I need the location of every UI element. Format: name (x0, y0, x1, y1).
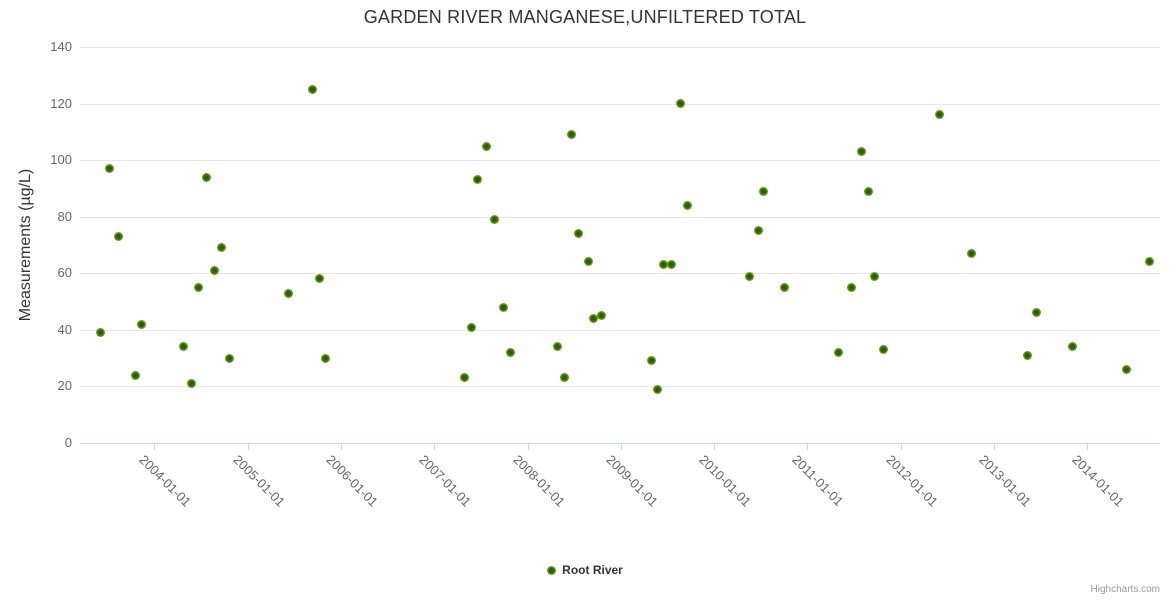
data-point[interactable] (1022, 350, 1032, 360)
data-point[interactable] (683, 200, 693, 210)
y-gridline (80, 47, 1160, 48)
data-point[interactable] (759, 186, 769, 196)
y-gridline (80, 160, 1160, 162)
legend-marker-icon (547, 565, 557, 575)
data-point[interactable] (321, 353, 331, 363)
data-point[interactable] (652, 384, 662, 394)
x-axis-tick (714, 444, 716, 450)
data-point[interactable] (482, 141, 492, 151)
data-point[interactable] (283, 288, 293, 298)
data-point[interactable] (505, 347, 515, 357)
x-axis-tick-label: 2009-01-01 (603, 452, 661, 510)
x-axis-tick (154, 444, 156, 450)
data-point[interactable] (659, 260, 669, 270)
x-axis-tick-label: 2006-01-01 (323, 452, 382, 510)
data-point[interactable] (315, 274, 325, 284)
x-axis-tick-label: 2005-01-01 (230, 452, 288, 510)
x-axis-tick-label: 2007-01-01 (416, 452, 475, 510)
data-point[interactable] (666, 260, 676, 270)
data-point[interactable] (552, 342, 562, 352)
data-point[interactable] (489, 215, 499, 225)
data-point[interactable] (308, 84, 318, 94)
x-axis-tick-label: 2011-01-01 (789, 452, 847, 509)
y-gridline (80, 386, 1160, 388)
data-point[interactable] (473, 175, 483, 185)
data-point[interactable] (187, 379, 197, 389)
x-axis-tick-label: 2013-01-01 (976, 452, 1035, 510)
x-axis-tick (807, 444, 809, 450)
data-point[interactable] (566, 130, 576, 140)
data-point[interactable] (95, 328, 105, 338)
data-point[interactable] (675, 99, 685, 109)
y-axis-tick-label: 60 (57, 265, 72, 281)
y-gridline (80, 216, 1160, 218)
data-point[interactable] (136, 319, 146, 329)
data-point[interactable] (1031, 308, 1041, 318)
y-axis-title: Measurements (µg/L) (17, 168, 34, 322)
data-point[interactable] (779, 282, 789, 292)
data-point[interactable] (863, 186, 873, 196)
x-axis-tick-label: 2008-01-01 (509, 452, 568, 510)
x-axis-tick (247, 444, 249, 450)
data-point[interactable] (966, 248, 976, 258)
data-point[interactable] (459, 373, 469, 383)
data-point[interactable] (1144, 257, 1154, 267)
data-point[interactable] (847, 282, 857, 292)
data-point[interactable] (646, 356, 656, 366)
x-axis-tick (527, 444, 529, 450)
data-point[interactable] (573, 229, 583, 239)
y-axis-tick-label: 140 (50, 39, 72, 54)
data-point[interactable] (753, 226, 763, 236)
data-point[interactable] (879, 345, 889, 355)
y-gridline (80, 103, 1160, 105)
data-point[interactable] (217, 243, 227, 253)
chart-title: GARDEN RIVER MANGANESE,UNFILTERED TOTAL (363, 7, 807, 27)
y-axis-tick-label: 100 (50, 152, 72, 168)
y-gridline (80, 329, 1160, 331)
data-point[interactable] (210, 265, 220, 275)
x-axis-tick (1087, 444, 1089, 450)
legend-label: Root River (562, 563, 623, 577)
legend-item-root-river[interactable]: Root River (0, 562, 1170, 578)
data-point[interactable] (202, 172, 212, 182)
data-point[interactable] (834, 347, 844, 357)
data-point[interactable] (1121, 364, 1131, 374)
x-axis-tick (434, 444, 436, 450)
y-axis-tick-label: 40 (57, 321, 72, 337)
data-point[interactable] (104, 164, 114, 174)
data-point[interactable] (131, 370, 141, 380)
data-point[interactable] (935, 110, 945, 120)
data-point[interactable] (856, 147, 866, 157)
x-axis-tick-label: 2012-01-01 (883, 452, 941, 510)
data-point[interactable] (560, 373, 570, 383)
data-point[interactable] (744, 271, 754, 281)
data-point[interactable] (178, 342, 188, 352)
y-axis-tick-label: 20 (57, 378, 72, 394)
x-axis-tick (994, 444, 996, 450)
data-point[interactable] (1067, 342, 1077, 352)
data-point[interactable] (870, 271, 880, 281)
data-point[interactable] (499, 302, 509, 312)
data-point[interactable] (193, 282, 203, 292)
x-axis-line (80, 443, 1160, 444)
y-gridline (80, 273, 1160, 275)
data-point[interactable] (583, 257, 593, 267)
x-axis-tick-label: 2004-01-01 (136, 452, 195, 510)
data-point[interactable] (114, 232, 124, 241)
y-axis-tick-label: 120 (50, 95, 72, 111)
x-axis-tick (340, 444, 342, 450)
x-axis-tick (900, 444, 902, 450)
data-point[interactable] (466, 322, 476, 332)
highcharts-credits-link[interactable]: Highcharts.com (1090, 584, 1160, 595)
data-point[interactable] (597, 311, 607, 321)
data-point[interactable] (224, 353, 234, 363)
x-axis-tick (620, 444, 622, 450)
x-axis-tick-label: 2010-01-01 (696, 452, 755, 510)
data-point[interactable] (589, 314, 599, 324)
y-axis-tick-label: 0 (64, 435, 72, 450)
x-axis-tick-label: 2014-01-01 (1069, 452, 1128, 510)
y-axis-tick-label: 80 (57, 208, 72, 224)
